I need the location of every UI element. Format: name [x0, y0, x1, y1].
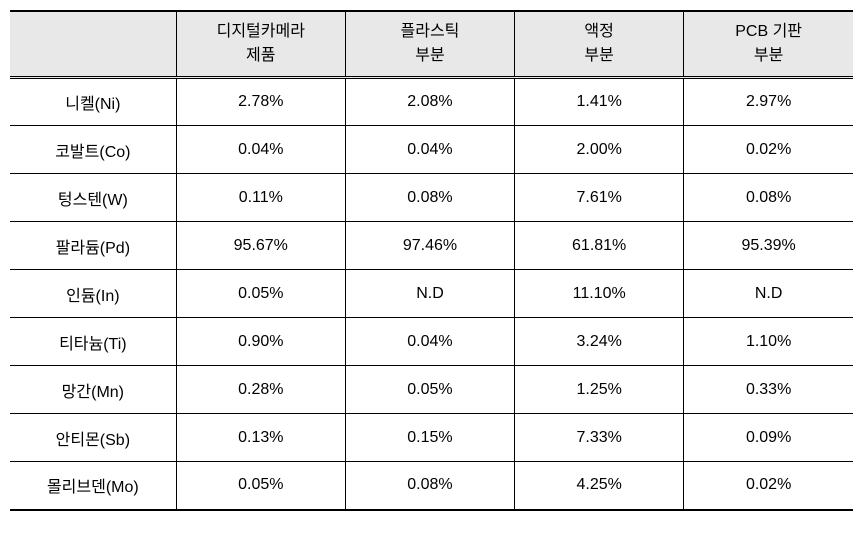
- cell: N.D: [345, 270, 514, 318]
- cell: 2.78%: [176, 78, 345, 126]
- header-col-4-line2: 부분: [754, 47, 783, 64]
- table-header-row: 디지털카메라 제품 플라스틱 부분 액정 부분 PCB 기판 부분: [10, 11, 853, 78]
- header-col-2-line2: 부분: [415, 47, 444, 64]
- cell: 0.09%: [684, 414, 853, 462]
- cell: 0.13%: [176, 414, 345, 462]
- row-label: 안티몬(Sb): [10, 414, 176, 462]
- header-col-3-line2: 부분: [584, 47, 613, 64]
- cell: 0.90%: [176, 318, 345, 366]
- header-empty: [10, 11, 176, 78]
- cell: 61.81%: [515, 222, 684, 270]
- header-col-4: PCB 기판 부분: [684, 11, 853, 78]
- cell: 0.08%: [345, 174, 514, 222]
- cell: 95.67%: [176, 222, 345, 270]
- table-row: 몰리브덴(Mo) 0.05% 0.08% 4.25% 0.02%: [10, 462, 853, 510]
- row-label: 몰리브덴(Mo): [10, 462, 176, 510]
- row-label: 인듐(In): [10, 270, 176, 318]
- cell: 0.04%: [345, 126, 514, 174]
- table-row: 티타늄(Ti) 0.90% 0.04% 3.24% 1.10%: [10, 318, 853, 366]
- table-row: 팔라듐(Pd) 95.67% 97.46% 61.81% 95.39%: [10, 222, 853, 270]
- header-col-3: 액정 부분: [515, 11, 684, 78]
- cell: 0.05%: [176, 270, 345, 318]
- header-col-1-line2: 제품: [246, 47, 275, 64]
- cell: 0.08%: [684, 174, 853, 222]
- row-label: 니켈(Ni): [10, 78, 176, 126]
- cell: 0.04%: [176, 126, 345, 174]
- row-label: 티타늄(Ti): [10, 318, 176, 366]
- cell: 2.00%: [515, 126, 684, 174]
- cell: 0.05%: [345, 366, 514, 414]
- cell: 0.08%: [345, 462, 514, 510]
- table-body: 니켈(Ni) 2.78% 2.08% 1.41% 2.97% 코발트(Co) 0…: [10, 78, 853, 510]
- row-label: 코발트(Co): [10, 126, 176, 174]
- cell: 0.28%: [176, 366, 345, 414]
- cell: 0.02%: [684, 126, 853, 174]
- header-col-4-line1: PCB 기판: [735, 23, 802, 40]
- cell: 7.33%: [515, 414, 684, 462]
- row-label: 팔라듐(Pd): [10, 222, 176, 270]
- cell: 1.10%: [684, 318, 853, 366]
- cell: N.D: [684, 270, 853, 318]
- cell: 0.33%: [684, 366, 853, 414]
- row-label: 망간(Mn): [10, 366, 176, 414]
- table-row: 안티몬(Sb) 0.13% 0.15% 7.33% 0.09%: [10, 414, 853, 462]
- cell: 1.41%: [515, 78, 684, 126]
- cell: 1.25%: [515, 366, 684, 414]
- cell: 7.61%: [515, 174, 684, 222]
- cell: 2.08%: [345, 78, 514, 126]
- cell: 97.46%: [345, 222, 514, 270]
- cell: 0.11%: [176, 174, 345, 222]
- cell: 4.25%: [515, 462, 684, 510]
- cell: 0.04%: [345, 318, 514, 366]
- table-row: 텅스텐(W) 0.11% 0.08% 7.61% 0.08%: [10, 174, 853, 222]
- cell: 11.10%: [515, 270, 684, 318]
- table-row: 인듐(In) 0.05% N.D 11.10% N.D: [10, 270, 853, 318]
- table-row: 망간(Mn) 0.28% 0.05% 1.25% 0.33%: [10, 366, 853, 414]
- header-col-1-line1: 디지털카메라: [217, 23, 305, 40]
- header-col-2-line1: 플라스틱: [401, 23, 460, 40]
- cell: 0.05%: [176, 462, 345, 510]
- data-table: 디지털카메라 제품 플라스틱 부분 액정 부분 PCB 기판 부분 니켈(Ni)…: [10, 10, 853, 511]
- row-label: 텅스텐(W): [10, 174, 176, 222]
- header-col-2: 플라스틱 부분: [345, 11, 514, 78]
- cell: 2.97%: [684, 78, 853, 126]
- header-col-1: 디지털카메라 제품: [176, 11, 345, 78]
- table-row: 코발트(Co) 0.04% 0.04% 2.00% 0.02%: [10, 126, 853, 174]
- header-col-3-line1: 액정: [584, 23, 613, 40]
- cell: 3.24%: [515, 318, 684, 366]
- table-row: 니켈(Ni) 2.78% 2.08% 1.41% 2.97%: [10, 78, 853, 126]
- cell: 0.15%: [345, 414, 514, 462]
- cell: 95.39%: [684, 222, 853, 270]
- cell: 0.02%: [684, 462, 853, 510]
